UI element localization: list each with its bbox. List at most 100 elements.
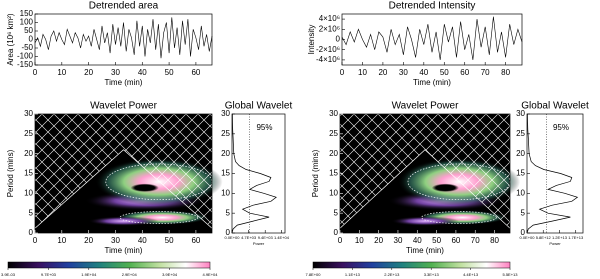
colorbar <box>312 261 511 269</box>
y-tick-label: 50 <box>24 26 33 35</box>
colorbar-tick-label: 5.5E+13 <box>502 272 518 277</box>
y-tick-label: 10 <box>24 188 33 197</box>
colorbar-tick-label: 1.1E+13 <box>345 272 361 277</box>
y-tick-label: 0 <box>226 228 231 237</box>
x-tick-label: 0 <box>338 236 343 245</box>
y-tick-label: 25 <box>329 129 338 138</box>
x-tick-label: 60 <box>191 68 200 77</box>
x-tick-label: 20 <box>84 236 93 245</box>
y-tick-label: 0 <box>29 35 34 44</box>
x-tick-label: 10 <box>57 68 66 77</box>
y-tick-label: 5 <box>521 208 526 217</box>
y-tick-label: 25 <box>221 129 230 138</box>
power-region <box>391 216 459 226</box>
global-power-line <box>231 113 277 234</box>
y-tick-label: 0 <box>29 228 34 237</box>
x-tick-label: 80 <box>490 236 499 245</box>
x-tick-label: 1.7E+13 <box>568 235 584 240</box>
x-tick-label: 30 <box>394 236 403 245</box>
chart-title: Detrended Intensity <box>389 1 476 12</box>
y-tick-label: -150 <box>17 60 34 69</box>
x-tick-label: 0.0E+00 <box>519 235 535 240</box>
x-tick-label: 30 <box>399 68 408 77</box>
y-tick-label: 15 <box>329 169 338 178</box>
x-tick-label: 50 <box>440 68 449 77</box>
y-tick-label: 20 <box>221 149 230 158</box>
x-axis-label: Time (min) <box>406 246 444 255</box>
x-tick-label: 0 <box>33 68 38 77</box>
x-tick-label: 50 <box>165 236 174 245</box>
annotation: 95% <box>256 123 272 132</box>
x-tick-label: 20 <box>378 68 387 77</box>
y-tick-label: 0 <box>521 228 526 237</box>
y-tick-label: 30 <box>221 109 230 118</box>
y-tick-label: 30 <box>329 109 338 118</box>
x-axis-label: Power <box>253 241 265 246</box>
panel: Wavelet Power 7.8E+00 1.1E+13 2.2E+13 3.3E+1… <box>305 101 521 277</box>
y-tick-label: 5 <box>29 208 34 217</box>
chart-title: Wavelet Power <box>392 101 460 112</box>
x-tick-label: 40 <box>138 236 147 245</box>
y-tick-label: 150 <box>20 9 34 18</box>
x-tick-label: 60 <box>460 68 469 77</box>
colorbar-tick-label: 3.3E+13 <box>424 272 440 277</box>
y-tick-label: 20 <box>329 149 338 158</box>
x-tick-label: 10 <box>57 236 66 245</box>
y-tick-label: -100 <box>17 52 34 61</box>
x-tick-label: 70 <box>481 68 490 77</box>
y-tick-label: 15 <box>221 169 230 178</box>
x-tick-label: 10 <box>358 68 367 77</box>
y-tick-label: 10 <box>221 188 230 197</box>
x-tick-label: 1.4E+04 <box>274 235 290 240</box>
colorbar-tick-label: 4.9E+04 <box>202 272 218 277</box>
x-tick-label: 30 <box>111 236 120 245</box>
y-axis-label: Area (10⁶ km²) <box>6 13 15 66</box>
y-tick-label: 4×10⁶ <box>319 14 340 23</box>
x-tick-label: 50 <box>165 68 174 77</box>
x-tick-label: 0 <box>33 236 38 245</box>
power-region <box>431 183 459 192</box>
x-tick-label: 5.8E+12 <box>536 235 552 240</box>
chart-title: Global Wavelet <box>521 101 589 112</box>
power-region <box>130 183 159 192</box>
data-line <box>341 16 523 60</box>
x-tick-label: 40 <box>413 236 422 245</box>
x-tick-label: 4.7E+03 <box>241 235 257 240</box>
chart-title: Global Wavelet <box>225 101 293 112</box>
y-tick-label: 100 <box>20 18 34 27</box>
colorbar-tick-label: 2.2E+13 <box>384 272 400 277</box>
colorbar <box>7 261 211 269</box>
colorbar-tick-label: 2.9E+04 <box>122 272 138 277</box>
x-tick-label: 9.4E+03 <box>258 235 274 240</box>
y-tick-label: -50 <box>21 43 33 52</box>
y-tick-label: -2×10⁶ <box>316 45 340 54</box>
chart-title: Wavelet Power <box>90 101 158 112</box>
colorbar-tick-label: 3.9E+04 <box>162 272 178 277</box>
cone-edge <box>34 149 213 229</box>
x-axis-label: Power <box>549 241 561 246</box>
x-tick-label: 20 <box>84 68 93 77</box>
y-tick-label: 0 <box>336 35 341 44</box>
x-axis-label: Time (min) <box>105 78 143 87</box>
x-tick-label: 70 <box>471 236 480 245</box>
colorbar-tick-label: 4.4E+13 <box>463 272 479 277</box>
x-tick-label: 1.2E+13 <box>552 235 568 240</box>
y-tick-label: 10 <box>516 188 525 197</box>
panel: Wavelet Power 3.9E-03 9.7E+03 1.9E+04 2.9E+0… <box>1 101 223 277</box>
y-tick-label: 15 <box>516 169 525 178</box>
y-tick-label: 0 <box>334 228 339 237</box>
panel: Detrended Intensity 0 10 20 30 40 50 60 70 80 -4×1… <box>307 1 523 87</box>
significance-contour <box>119 211 199 224</box>
y-tick-label: 30 <box>24 109 33 118</box>
y-tick-label: 30 <box>516 109 525 118</box>
colorbar-tick-label: 3.9E-03 <box>1 272 16 277</box>
x-tick-label: 40 <box>138 68 147 77</box>
colorbar-tick-label: 7.8E+00 <box>305 272 321 277</box>
power-region <box>88 216 159 226</box>
x-tick-label: 0 <box>340 68 345 77</box>
x-tick-label: 20 <box>374 236 383 245</box>
cone-edge <box>339 149 511 229</box>
colorbar-tick-label: 9.7E+03 <box>41 272 57 277</box>
